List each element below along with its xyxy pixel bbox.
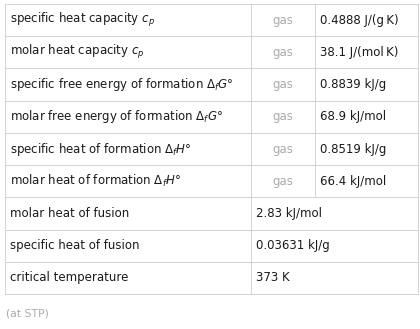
Text: specific heat capacity $c_p$: specific heat capacity $c_p$ [10,11,155,29]
Text: molar free energy of formation $\Delta_f G°$: molar free energy of formation $\Delta_f… [10,108,223,125]
Text: specific heat of formation $\Delta_f H°$: specific heat of formation $\Delta_f H°$ [10,140,192,158]
Text: gas: gas [272,78,293,91]
Text: 0.03631 kJ/g: 0.03631 kJ/g [256,239,329,252]
Text: molar heat of formation $\Delta_f H°$: molar heat of formation $\Delta_f H°$ [10,173,181,189]
Text: critical temperature: critical temperature [10,271,129,284]
Text: 0.8839 kJ/g: 0.8839 kJ/g [320,78,386,91]
Text: 373 K: 373 K [256,271,289,284]
Text: gas: gas [272,46,293,59]
Text: molar heat of fusion: molar heat of fusion [10,207,129,220]
Text: 38.1 J/(mol K): 38.1 J/(mol K) [320,46,398,59]
Text: gas: gas [272,142,293,156]
Text: molar heat capacity $c_p$: molar heat capacity $c_p$ [10,43,144,61]
Text: 0.4888 J/(g K): 0.4888 J/(g K) [320,13,399,27]
Text: 0.8519 kJ/g: 0.8519 kJ/g [320,142,386,156]
Text: specific free energy of formation $\Delta_f G°$: specific free energy of formation $\Delt… [10,76,234,93]
Text: 68.9 kJ/mol: 68.9 kJ/mol [320,110,386,123]
Text: 2.83 kJ/mol: 2.83 kJ/mol [256,207,322,220]
Text: (at STP): (at STP) [6,309,49,319]
Text: 66.4 kJ/mol: 66.4 kJ/mol [320,175,386,188]
Text: gas: gas [272,110,293,123]
Text: gas: gas [272,175,293,188]
Text: specific heat of fusion: specific heat of fusion [10,239,139,252]
Text: gas: gas [272,13,293,27]
